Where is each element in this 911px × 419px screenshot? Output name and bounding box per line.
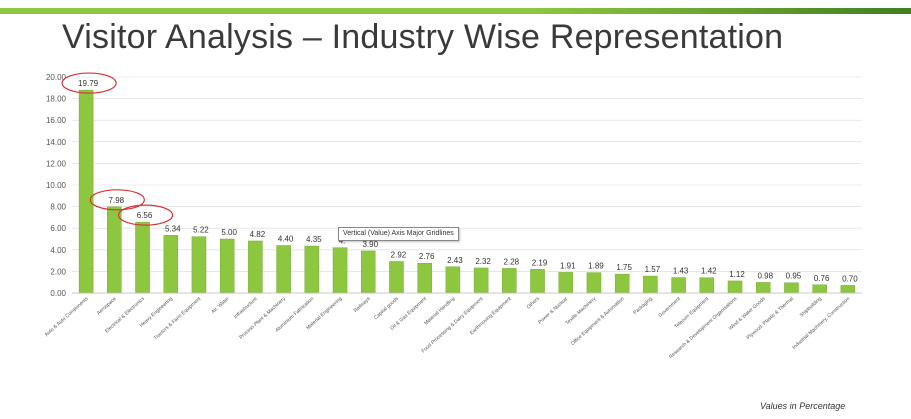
data-label: 4.82 xyxy=(250,230,266,239)
bar xyxy=(389,261,404,294)
data-label: 6.56 xyxy=(137,211,153,220)
y-tick-label: 20.00 xyxy=(46,73,67,82)
data-label: 0.98 xyxy=(757,271,773,280)
bar xyxy=(699,277,715,294)
highlight-circle xyxy=(61,72,117,94)
data-label: 5.34 xyxy=(165,224,181,233)
x-axis-category-labels: Auto & Auto Components AerospaceElectrica… xyxy=(44,296,852,361)
y-tick-label: 10.00 xyxy=(46,181,67,190)
x-category-label: Office Equipment & Automation xyxy=(570,296,626,347)
x-category-label: Plywood, Plastic & Thermal xyxy=(746,296,795,341)
y-tick-label: 8.00 xyxy=(50,203,66,212)
x-category-label: Others xyxy=(526,296,542,311)
bar xyxy=(473,267,489,294)
data-label: 2.32 xyxy=(475,257,491,266)
bar xyxy=(219,238,235,294)
y-tick-label: 14.00 xyxy=(46,138,67,147)
bar xyxy=(812,284,827,294)
bar xyxy=(643,275,658,294)
data-label: 5.22 xyxy=(193,226,209,235)
x-category-label: Tractors & Farm Equipment xyxy=(153,296,203,342)
bar xyxy=(755,282,771,294)
y-tick-label: 2.00 xyxy=(50,267,66,276)
x-category-label: Government xyxy=(657,296,682,319)
bar xyxy=(530,269,545,294)
bar xyxy=(304,245,320,294)
data-label: 2.76 xyxy=(419,252,435,261)
x-category-label: Air, Water xyxy=(210,296,230,315)
bar xyxy=(671,277,686,294)
bar xyxy=(191,236,207,294)
bar xyxy=(502,268,517,294)
x-category-label: Capital goods xyxy=(373,296,400,321)
data-labels: 19.79 7.98 6.56 5.34 5.22 5.00 4.82 4.40 4.35 4. 3… xyxy=(78,79,858,283)
y-tick-label: 12.00 xyxy=(46,159,67,168)
bar-series xyxy=(78,89,856,294)
highlight-circles xyxy=(61,72,174,226)
bar xyxy=(78,89,94,294)
data-label: 1.42 xyxy=(701,267,717,276)
data-label: 1.89 xyxy=(588,262,604,271)
bar xyxy=(360,250,376,294)
bar xyxy=(135,221,150,294)
data-label: 4.35 xyxy=(306,235,322,244)
bar xyxy=(558,272,574,294)
footnote-values-in-percentage: Values in Percentage xyxy=(760,401,846,411)
x-category-label: Shipbuilding xyxy=(799,296,823,319)
bar xyxy=(107,206,122,294)
data-label: 4. xyxy=(339,237,346,246)
bar xyxy=(784,282,799,294)
bar xyxy=(163,235,179,294)
x-category-label: Aerospace xyxy=(96,296,118,317)
gridlines-tooltip: Vertical (Value) Axis Major Gridlines xyxy=(338,227,459,241)
data-label: 5.00 xyxy=(221,228,237,237)
y-axis-tick-labels: 0.00 2.00 4.00 6.00 8.00 10.00 12.00 14.00 16.00… xyxy=(46,73,67,298)
page-title: Visitor Analysis – Industry Wise Represe… xyxy=(62,18,784,56)
y-tick-label: 18.00 xyxy=(46,95,67,104)
x-category-label: Industrial Machinery, Construction xyxy=(791,296,851,351)
bar xyxy=(417,262,432,294)
y-tick-label: 4.00 xyxy=(50,246,66,255)
data-label: 19.79 xyxy=(78,79,99,88)
bar xyxy=(840,285,856,294)
y-tick-label: 0.00 xyxy=(50,289,66,298)
highlight-circle xyxy=(89,189,145,211)
x-category-label: Auto & Auto Components xyxy=(44,296,90,338)
x-category-label: Infrastructure xyxy=(233,296,259,320)
data-label: 3.90 xyxy=(362,240,378,249)
highlight-circle xyxy=(117,204,174,226)
top-accent-bar xyxy=(0,8,911,14)
bar xyxy=(586,272,602,294)
bar xyxy=(276,245,291,294)
x-category-label: Packaging xyxy=(632,296,654,316)
x-category-label: Process Plant & Machinery xyxy=(238,296,287,341)
bar xyxy=(727,280,743,294)
data-label: 1.57 xyxy=(645,265,661,274)
data-label: 7.98 xyxy=(109,196,125,205)
bar xyxy=(248,240,263,294)
data-label: 2.28 xyxy=(504,257,520,266)
bar xyxy=(614,273,630,294)
y-tick-label: 6.00 xyxy=(50,224,66,233)
gridlines xyxy=(72,76,862,294)
data-label: 0.76 xyxy=(814,274,830,283)
bar xyxy=(332,247,348,294)
data-label: 2.92 xyxy=(391,250,407,259)
data-label: 2.19 xyxy=(532,258,548,267)
data-label: 0.95 xyxy=(786,272,802,281)
data-label: 1.12 xyxy=(729,270,745,279)
x-category-label: Railways xyxy=(353,296,372,314)
data-label: 0.70 xyxy=(842,274,858,283)
top-accent-bar-gradient xyxy=(540,8,911,14)
data-label: 1.75 xyxy=(616,263,632,272)
data-label: 1.91 xyxy=(560,261,576,270)
data-label: 1.43 xyxy=(673,267,689,276)
data-label: 4.40 xyxy=(278,234,294,243)
data-label: 2.43 xyxy=(447,256,463,265)
y-tick-label: 16.00 xyxy=(46,116,67,125)
bar xyxy=(445,266,461,294)
